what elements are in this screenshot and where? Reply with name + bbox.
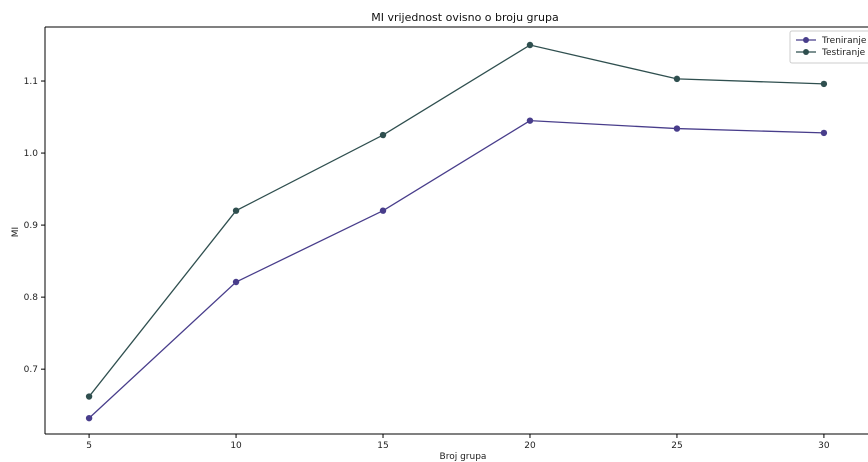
plot-frame: [44, 26, 868, 435]
y-axis-label: MI: [11, 227, 21, 237]
data-point: [526, 41, 534, 49]
legend: Treniranje Testiranje: [789, 30, 868, 64]
data-point: [85, 393, 93, 400]
data-point: [379, 131, 387, 139]
data-point: [379, 207, 387, 214]
y-tick-label: 0.8: [24, 293, 39, 303]
x-tick-label: 10: [230, 441, 242, 451]
data-point: [820, 80, 828, 88]
series-line: [88, 119, 824, 419]
x-tick-label: 5: [86, 441, 92, 451]
data-point: [232, 207, 240, 214]
legend-label: Treniranje: [821, 36, 867, 46]
x-tick-label: 30: [818, 441, 830, 451]
chart-title: MI vrijednost ovisno o broju grupa: [371, 11, 559, 24]
y-tick-label: 0.9: [24, 221, 39, 231]
data-point: [820, 129, 828, 137]
x-axis-label: Broj grupa: [440, 452, 487, 462]
x-tick-label: 20: [524, 441, 536, 451]
data-point: [526, 117, 534, 124]
x-axis-ticks: 5 10 15 20 25 30: [86, 434, 830, 451]
series-layer: [85, 41, 828, 422]
legend-label: Testiranje: [821, 48, 866, 58]
x-tick-label: 25: [671, 441, 682, 451]
y-tick-label: 0.7: [24, 365, 38, 375]
data-point: [232, 278, 240, 286]
data-point: [85, 414, 93, 422]
x-tick-label: 15: [377, 441, 388, 451]
series-line: [88, 44, 824, 397]
legend-marker: [803, 37, 809, 43]
y-tick-label: 1.1: [24, 77, 38, 87]
legend-box: [789, 30, 868, 64]
y-tick-label: 1.0: [24, 149, 39, 159]
data-point: [673, 75, 681, 83]
legend-marker: [803, 49, 809, 55]
data-point: [673, 125, 681, 132]
y-axis-ticks: 0.7 0.8 0.9 1.0 1.1: [24, 77, 45, 375]
